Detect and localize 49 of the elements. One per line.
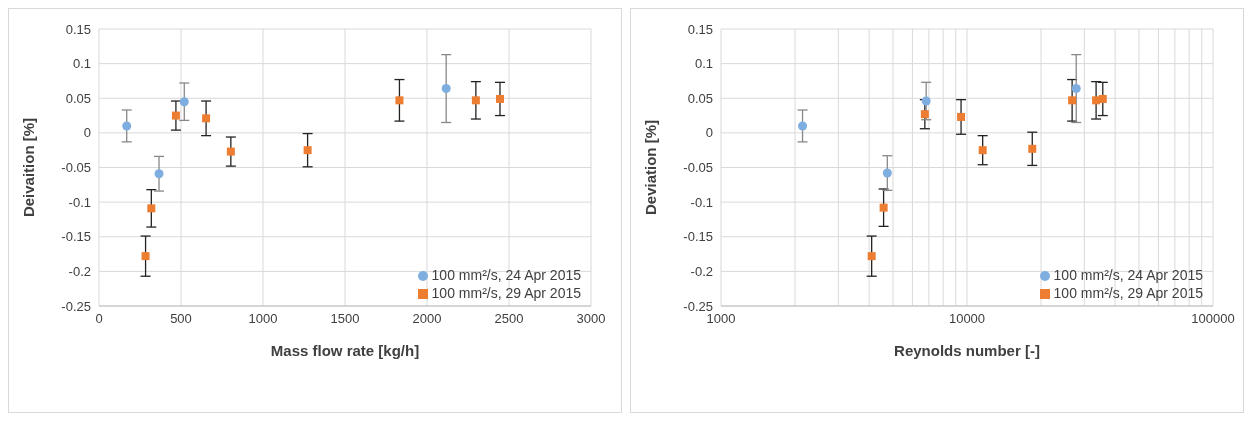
- y-tick-label: -0.2: [68, 263, 91, 279]
- point: [122, 121, 132, 131]
- x-tick-label: 1000: [248, 311, 278, 327]
- point: [147, 204, 156, 213]
- x-tick-label: 500: [170, 311, 192, 327]
- x-tick-label: 10000: [948, 311, 986, 327]
- y-tick-label: 0: [705, 125, 713, 141]
- legend-label: 100 mm²/s, 24 Apr 2015: [431, 267, 581, 283]
- x-tick-label: 2500: [494, 311, 524, 327]
- point: [179, 97, 189, 107]
- point: [154, 169, 164, 179]
- point: [395, 96, 404, 105]
- x-axis-title: Mass flow rate [kg/h]: [270, 342, 420, 359]
- legend-label: 100 mm²/s, 29 Apr 2015: [431, 285, 581, 301]
- x-tick-label: 1000: [706, 311, 736, 327]
- y-tick-label: -0.15: [61, 229, 91, 245]
- point: [171, 111, 180, 120]
- y-tick-label: -0.05: [683, 160, 713, 176]
- y-tick-label: -0.1: [690, 194, 713, 210]
- y-tick-label: 0: [83, 125, 91, 141]
- y-tick-label: -0.25: [683, 298, 713, 314]
- point: [303, 146, 312, 155]
- y-tick-label: -0.15: [683, 229, 713, 245]
- x-tick-label: 3000: [576, 311, 606, 327]
- y-tick-label: 0.05: [687, 90, 713, 106]
- y-tick-label: 0.1: [72, 56, 91, 72]
- legend-label: 100 mm²/s, 24 Apr 2015: [1053, 267, 1203, 283]
- x-tick-label: 100000: [1191, 311, 1235, 327]
- x-axis-title: Reynolds number [-]: [894, 342, 1040, 359]
- point: [141, 252, 150, 261]
- y-axis-title: Deivaition [%]: [20, 117, 38, 218]
- y-tick-label: 0.05: [65, 90, 91, 106]
- legend-label: 100 mm²/s, 29 Apr 2015: [1053, 285, 1203, 301]
- x-tick-label: 0: [95, 311, 103, 327]
- y-tick-label: 0.15: [65, 21, 91, 37]
- point: [441, 84, 451, 94]
- point: [495, 94, 504, 103]
- y-tick-label: -0.2: [690, 263, 713, 279]
- point: [226, 147, 235, 156]
- y-tick-label: 0.15: [687, 21, 713, 37]
- y-tick-label: 0.1: [694, 56, 713, 72]
- point: [202, 114, 211, 123]
- y-tick-label: -0.25: [61, 298, 91, 314]
- point: [471, 96, 480, 105]
- y-tick-label: -0.1: [68, 194, 91, 210]
- y-tick-label: -0.05: [61, 160, 91, 176]
- x-tick-label: 1500: [330, 311, 360, 327]
- x-tick-label: 2000: [412, 311, 442, 327]
- y-axis-title: Deviation [%]: [642, 119, 660, 216]
